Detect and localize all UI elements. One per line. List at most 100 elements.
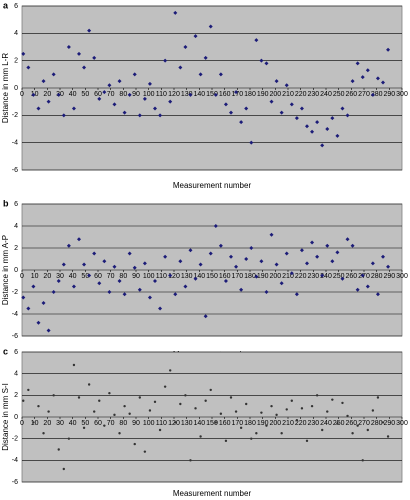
point — [331, 398, 334, 401]
point — [103, 424, 106, 427]
x-tick-label: 70 — [107, 420, 115, 427]
point — [72, 363, 76, 367]
point — [214, 421, 217, 424]
x-tick-label: 70 — [107, 91, 115, 98]
point — [289, 102, 294, 107]
x-tick-label: 90 — [132, 91, 140, 98]
y-tick-label: -6 — [12, 479, 18, 486]
point — [32, 421, 35, 424]
point — [265, 424, 268, 427]
x-tick-label: 190 — [257, 273, 269, 280]
point — [188, 92, 193, 97]
point — [173, 10, 178, 15]
point — [375, 76, 380, 81]
point — [259, 58, 264, 63]
point — [21, 51, 26, 56]
x-tick-label: 230 — [307, 273, 319, 280]
point — [254, 274, 259, 279]
point — [229, 254, 233, 259]
point — [77, 237, 81, 242]
x-tick-label: 170 — [231, 273, 243, 280]
point — [234, 90, 239, 95]
x-tick-label: 170 — [231, 91, 243, 98]
point — [77, 396, 81, 399]
point — [294, 292, 299, 297]
x-tick-label: 260 — [345, 273, 357, 280]
point — [174, 421, 177, 424]
point — [97, 281, 102, 286]
point — [350, 243, 355, 248]
point — [219, 412, 223, 415]
point — [61, 113, 66, 118]
point — [355, 287, 360, 292]
point — [274, 262, 279, 267]
point — [340, 106, 345, 111]
x-tick-label: 250 — [333, 273, 345, 280]
point — [264, 61, 269, 66]
x-tick-label: 240 — [320, 91, 332, 98]
x-tick-label: 150 — [206, 273, 218, 280]
point — [299, 106, 304, 111]
y-tick-label: -2 — [12, 436, 18, 443]
point — [275, 413, 278, 417]
point — [198, 72, 203, 77]
point — [255, 432, 258, 435]
point — [112, 264, 117, 269]
point — [365, 284, 370, 289]
point — [102, 90, 107, 95]
x-tick-label: 130 — [181, 420, 193, 427]
x-tick-label: 100 — [143, 420, 155, 427]
point — [375, 292, 380, 297]
point — [173, 292, 178, 297]
y-tick-label: 2 — [14, 245, 18, 252]
x-tick-label: 180 — [244, 420, 256, 427]
point — [113, 413, 116, 417]
point — [386, 435, 390, 438]
point — [179, 402, 182, 406]
point — [254, 38, 259, 43]
point — [71, 284, 76, 289]
y-tick-label: 4 — [14, 30, 18, 37]
x-tick-label: 0 — [20, 91, 24, 98]
x-tick-label: 90 — [132, 420, 140, 427]
point — [57, 448, 60, 451]
point — [290, 399, 293, 402]
point — [142, 96, 147, 101]
point — [295, 419, 299, 422]
point — [321, 428, 324, 432]
y-tick-label: -4 — [12, 457, 18, 464]
point — [360, 75, 365, 80]
point — [315, 394, 319, 397]
x-tick-label: 60 — [94, 91, 102, 98]
point — [341, 401, 344, 405]
point — [31, 92, 36, 97]
point — [223, 102, 228, 107]
point — [22, 399, 25, 402]
y-tick-label: 0 — [14, 85, 18, 92]
x-tick-label: 30 — [56, 273, 64, 280]
point — [46, 328, 51, 333]
y-tick-label: -4 — [12, 311, 18, 318]
x-tick-label: 20 — [43, 91, 51, 98]
point — [147, 295, 152, 300]
y-axis-title: Distance in mm A-P — [1, 235, 10, 305]
point — [330, 259, 335, 264]
x-tick-label: 140 — [193, 273, 205, 280]
point — [122, 292, 127, 297]
x-tick-label: 270 — [358, 420, 370, 427]
x-tick-label: 110 — [156, 91, 167, 98]
point — [345, 237, 350, 242]
point — [244, 106, 249, 111]
point — [137, 287, 142, 292]
x-tick-label: 140 — [193, 420, 205, 427]
point — [325, 127, 330, 131]
x-tick-label: 210 — [282, 273, 294, 280]
x-tick-label: 60 — [94, 420, 102, 427]
x-tick-label: 200 — [269, 273, 281, 280]
point — [188, 248, 193, 253]
y-tick-label: 2 — [14, 392, 18, 399]
point — [31, 284, 36, 289]
point — [163, 58, 168, 63]
point — [26, 306, 31, 311]
y-tick-label: -4 — [12, 140, 18, 147]
